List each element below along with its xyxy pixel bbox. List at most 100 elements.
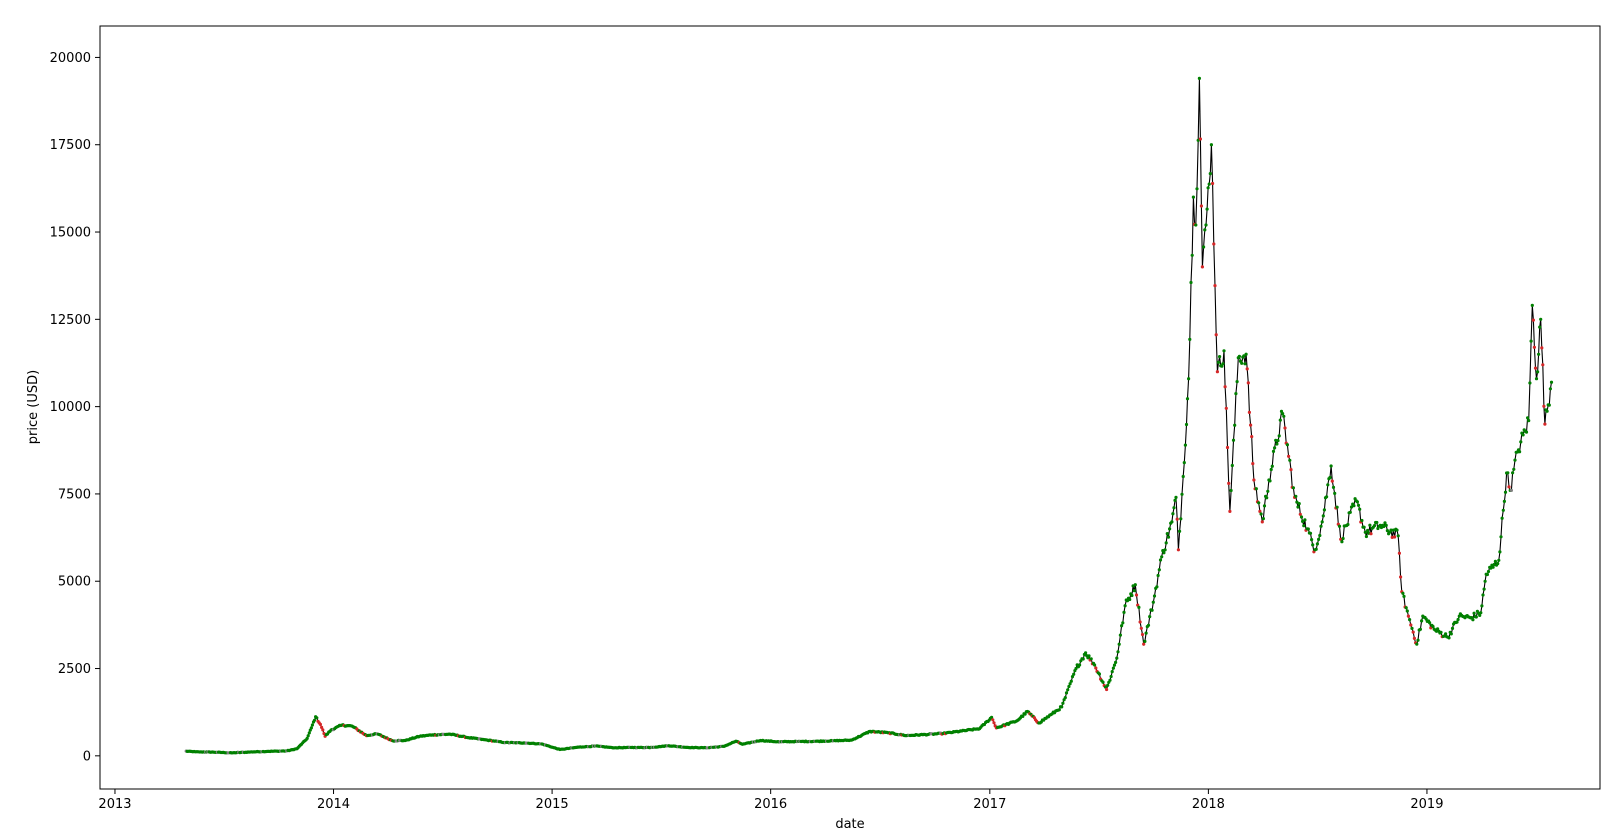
- y-tick-label: 5000: [58, 575, 91, 590]
- price-point: [1491, 565, 1495, 569]
- price-point: [1269, 467, 1273, 472]
- price-point: [1195, 187, 1199, 191]
- y-tick-label: 20000: [50, 51, 91, 66]
- price-point: [1151, 600, 1155, 604]
- price-point: [1133, 583, 1137, 587]
- price-point: [1218, 355, 1222, 359]
- price-point: [1266, 489, 1270, 493]
- price-point: [1479, 611, 1483, 615]
- price-point: [1203, 228, 1207, 232]
- price-point: [1349, 505, 1354, 509]
- price-point: [1346, 522, 1350, 527]
- price-point: [1321, 514, 1325, 518]
- price-point: [1134, 593, 1139, 597]
- price-point: [1391, 528, 1395, 532]
- price-point: [1439, 630, 1443, 634]
- price-point: [1244, 352, 1248, 356]
- price-point: [1132, 589, 1136, 593]
- price-point: [1173, 498, 1177, 502]
- price-point: [1213, 284, 1217, 288]
- price-point: [1063, 696, 1067, 700]
- price-point: [1061, 701, 1065, 705]
- price-point: [1513, 458, 1517, 462]
- price-point: [1227, 481, 1231, 485]
- price-point: [1431, 624, 1435, 629]
- price-point: [1281, 412, 1285, 416]
- price-point: [1265, 496, 1269, 500]
- price-point: [1341, 536, 1345, 541]
- price-point: [1207, 182, 1211, 186]
- price-point: [1415, 642, 1419, 646]
- price-point: [1335, 505, 1339, 509]
- price-point: [1511, 471, 1515, 475]
- price-point: [1228, 509, 1232, 513]
- price-point: [1368, 523, 1372, 527]
- price-point: [1536, 370, 1540, 374]
- price-point: [1214, 333, 1218, 337]
- price-point: [1506, 471, 1510, 475]
- price-point: [1230, 463, 1234, 468]
- price-point: [1507, 485, 1511, 489]
- price-point: [1449, 632, 1453, 636]
- price-point: [1251, 462, 1255, 466]
- price-point: [1094, 666, 1098, 670]
- price-point: [1390, 535, 1394, 540]
- price-point: [1237, 354, 1241, 358]
- price-point: [1518, 450, 1522, 454]
- price-point: [1314, 547, 1318, 551]
- price-point: [1471, 618, 1475, 622]
- price-point: [1303, 518, 1307, 522]
- price-point: [1543, 422, 1547, 426]
- price-point: [1340, 540, 1344, 544]
- price-point: [1294, 494, 1298, 498]
- price-point: [1537, 352, 1541, 356]
- price-point: [1155, 585, 1159, 589]
- x-tick-label: 2019: [1410, 797, 1443, 812]
- price-point: [1478, 613, 1482, 618]
- price-point: [1320, 520, 1324, 524]
- price-point: [1406, 614, 1410, 618]
- price-point: [1275, 442, 1279, 446]
- price-point: [1363, 530, 1367, 534]
- price-point: [1162, 551, 1166, 555]
- price-point: [1225, 445, 1230, 450]
- price-point: [1060, 705, 1064, 709]
- price-point: [1285, 443, 1289, 447]
- price-point: [1206, 186, 1210, 190]
- price-point: [1450, 626, 1455, 631]
- price-point: [1287, 454, 1291, 458]
- price-point: [1289, 468, 1293, 472]
- price-point: [1480, 604, 1484, 608]
- price-point: [1493, 559, 1497, 564]
- price-point: [1482, 587, 1486, 591]
- price-point: [1384, 523, 1388, 528]
- price-point: [1259, 512, 1263, 516]
- price-point: [1358, 507, 1362, 511]
- price-point: [1163, 548, 1167, 552]
- price-point: [1383, 521, 1387, 525]
- price-point: [1524, 430, 1529, 434]
- price-point: [1483, 579, 1487, 583]
- price-point: [1122, 610, 1126, 615]
- price-point: [1474, 615, 1478, 619]
- price-point: [1409, 623, 1413, 627]
- price-point: [1224, 406, 1228, 410]
- price-point: [1362, 525, 1366, 529]
- price-point: [1317, 537, 1321, 542]
- price-point: [1360, 518, 1364, 523]
- price-point: [1200, 265, 1204, 269]
- price-point: [1148, 615, 1152, 619]
- price-point: [1258, 509, 1262, 513]
- price-point: [1057, 708, 1061, 712]
- price-point: [1270, 464, 1274, 468]
- price-point: [1198, 137, 1202, 141]
- price-point: [1404, 606, 1408, 610]
- price-point: [1298, 512, 1302, 516]
- price-point: [1101, 680, 1105, 684]
- price-point: [1331, 485, 1336, 489]
- price-point: [1372, 524, 1377, 528]
- price-point: [1105, 687, 1109, 692]
- price-point: [1142, 642, 1146, 646]
- price-point: [1158, 558, 1163, 562]
- price-point: [1074, 666, 1078, 671]
